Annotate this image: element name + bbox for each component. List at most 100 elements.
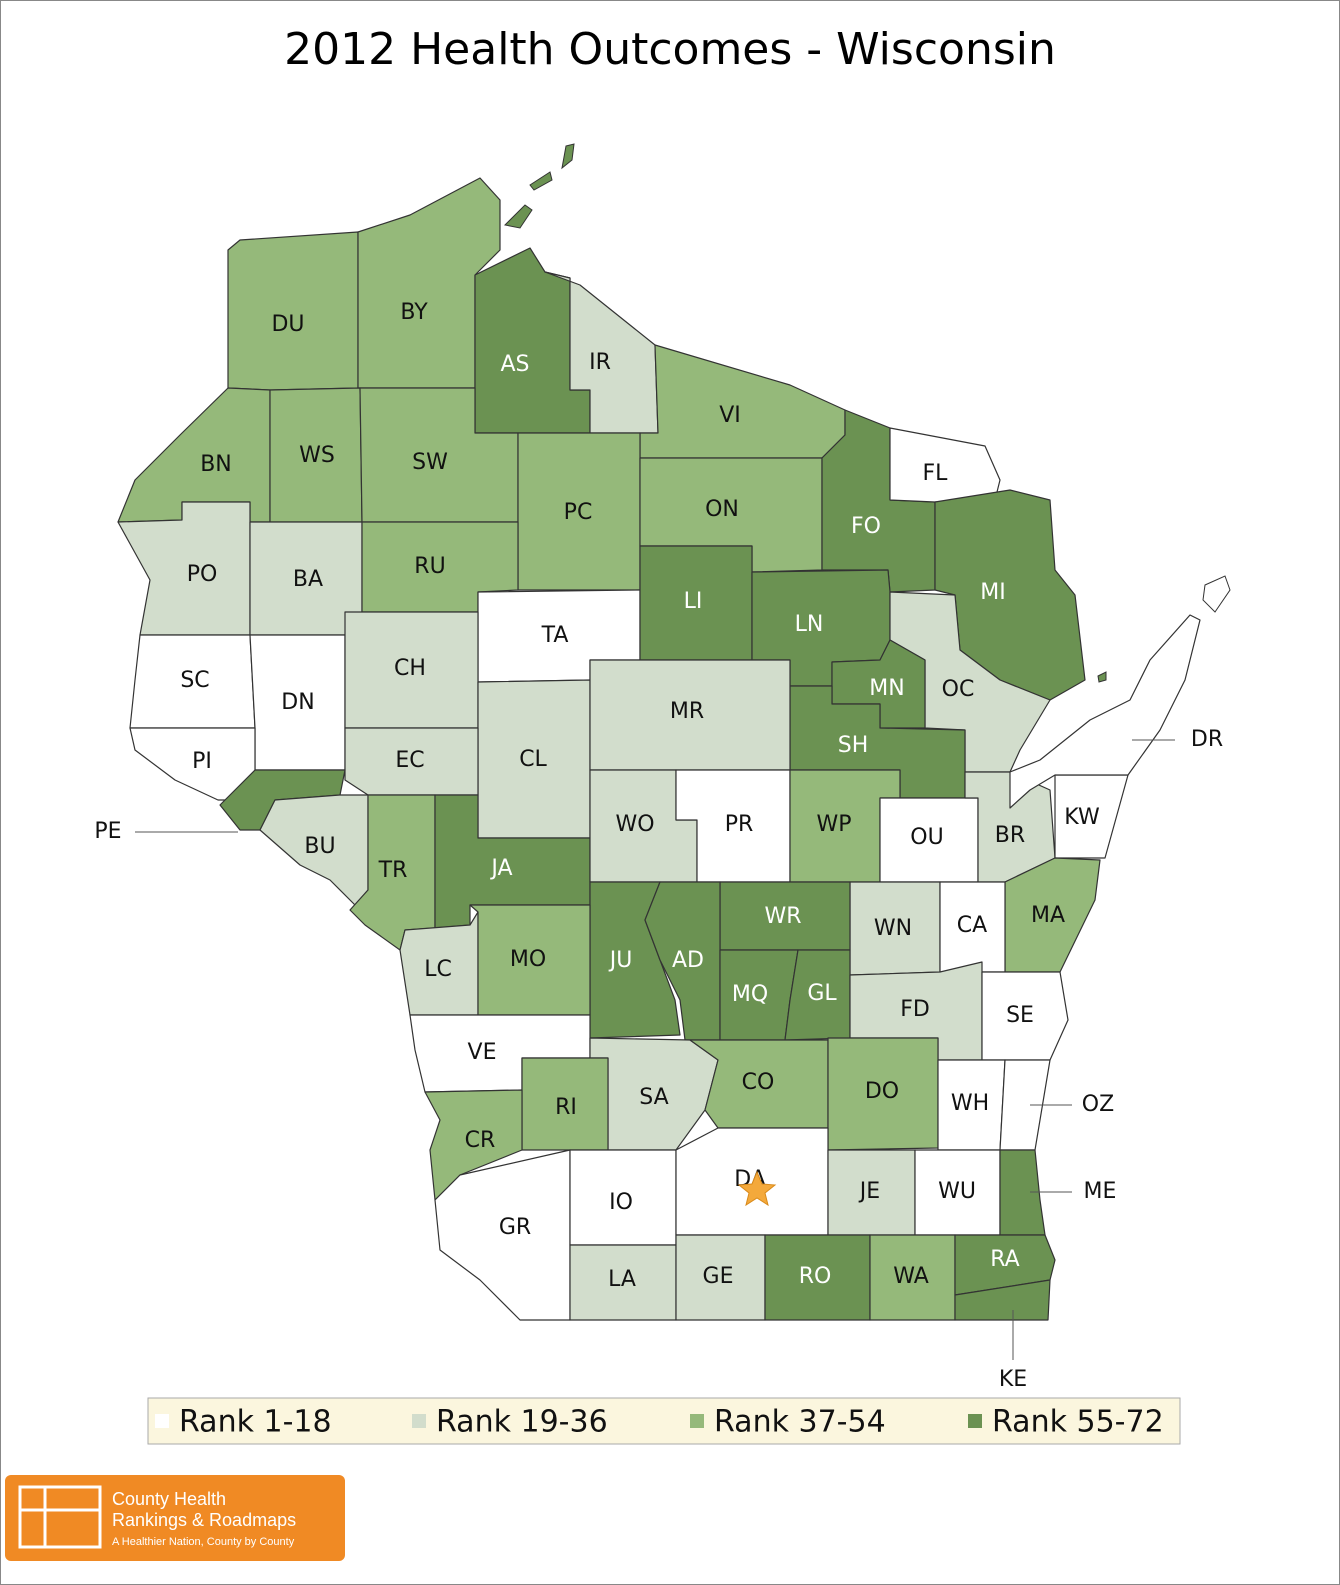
county-label: BN: [200, 452, 232, 477]
county-label: OC: [942, 677, 975, 702]
capital-star: [737, 1170, 777, 1207]
logo: County Health Rankings & Roadmaps A Heal…: [5, 1475, 345, 1561]
county-label: SH: [838, 733, 869, 758]
county-label: KW: [1064, 805, 1100, 830]
county-label: JU: [608, 948, 633, 973]
county-label: PO: [187, 562, 218, 587]
island: [503, 204, 533, 229]
county-label: ON: [705, 497, 739, 522]
county-label: KE: [999, 1367, 1027, 1392]
county-label: WA: [893, 1264, 929, 1289]
county-label: FO: [851, 514, 881, 539]
county: [1009, 614, 1201, 809]
title: 2012 Health Outcomes - Wisconsin: [284, 24, 1056, 75]
county-label: DN: [281, 690, 314, 715]
island: [1097, 671, 1107, 683]
county-label: CO: [742, 1070, 775, 1095]
labels: DU BY AS IR VI BN WS SW PC ON FO FL MI PO BA RU TA LI LN OC…: [94, 300, 1223, 1392]
county-label: WO: [615, 812, 654, 837]
county-label: LC: [424, 957, 452, 982]
county-label: RI: [555, 1095, 577, 1120]
county: [954, 1279, 1051, 1321]
county-label: PR: [725, 812, 754, 837]
county: [981, 971, 1069, 1061]
county-label: JE: [858, 1179, 880, 1204]
county-label: IR: [589, 350, 611, 375]
logo-icon: [18, 1485, 102, 1549]
legend-box: [147, 1397, 1181, 1445]
county-label: TR: [378, 858, 408, 883]
county-label: SW: [412, 450, 448, 475]
county-label: MN: [869, 676, 904, 701]
county-label: CA: [957, 913, 987, 938]
county-label: RO: [799, 1264, 832, 1289]
county-label: ME: [1084, 1179, 1117, 1204]
county-label: DO: [865, 1079, 899, 1104]
island: [1202, 575, 1231, 613]
legend-label: Rank 19-36: [436, 1405, 608, 1440]
county-label: WU: [938, 1179, 976, 1204]
legend-label: Rank 55-72: [992, 1405, 1164, 1440]
county-label: BR: [995, 823, 1025, 848]
county-label: FL: [923, 461, 949, 486]
county: [227, 231, 359, 391]
legend: Rank 1-18 Rank 19-36 Rank 37-54 Rank 55-72: [155, 1405, 1164, 1440]
county-label: LI: [684, 589, 703, 614]
counties: [117, 177, 1201, 1321]
county-label: TA: [541, 623, 569, 648]
county-label: GR: [499, 1215, 531, 1240]
county-label: AD: [672, 948, 704, 973]
county-label: BA: [293, 567, 323, 592]
county-label: PC: [564, 500, 593, 525]
county-label: WP: [816, 812, 851, 837]
legend-swatch: [412, 1414, 426, 1428]
county: [644, 881, 721, 1041]
county-label: JA: [489, 856, 512, 881]
island: [529, 171, 553, 191]
county-label: MR: [670, 699, 704, 724]
county-label: DU: [271, 312, 304, 337]
county-label: GE: [703, 1264, 734, 1289]
county: [934, 489, 1086, 701]
county-label: WH: [951, 1091, 989, 1116]
county-label: LA: [608, 1267, 636, 1292]
county-label: GL: [807, 981, 837, 1006]
legend-swatch: [968, 1414, 982, 1428]
county-label: WR: [764, 904, 801, 929]
county: [434, 1149, 571, 1321]
county-label: SE: [1006, 1003, 1034, 1028]
county-label: LN: [795, 612, 824, 637]
county-label: MQ: [732, 982, 768, 1007]
county: [954, 1234, 1056, 1296]
county-label: SA: [639, 1085, 668, 1110]
county-label: SC: [180, 668, 209, 693]
county-label: MI: [980, 580, 1005, 605]
logo-tagline: A Healthier Nation, County by County: [112, 1536, 295, 1548]
county-label: MO: [510, 947, 546, 972]
county-label: BY: [400, 300, 428, 325]
legend-label: Rank 1-18: [179, 1405, 332, 1440]
county-label: DR: [1191, 727, 1223, 752]
logo-box: [5, 1475, 345, 1561]
logo-line2: Rankings & Roadmaps: [112, 1510, 296, 1530]
county-label: FD: [900, 997, 930, 1022]
county-label: OU: [910, 825, 943, 850]
county-label: WS: [299, 443, 335, 468]
county-label: AS: [500, 352, 529, 377]
county-label: IO: [609, 1190, 633, 1215]
county-label: VI: [719, 403, 741, 428]
county-label: VE: [468, 1040, 497, 1065]
county-label: EC: [395, 748, 424, 773]
county: [784, 949, 851, 1041]
county-label: RA: [990, 1247, 1019, 1272]
legend-label: Rank 37-54: [714, 1405, 886, 1440]
logo-line1: County Health: [112, 1489, 226, 1509]
county-label: PE: [94, 819, 121, 844]
county-label: CL: [519, 747, 547, 772]
islands: [503, 143, 1231, 683]
county-label: MA: [1031, 903, 1065, 928]
county-label: CR: [465, 1128, 496, 1153]
county-label: RU: [414, 554, 445, 579]
